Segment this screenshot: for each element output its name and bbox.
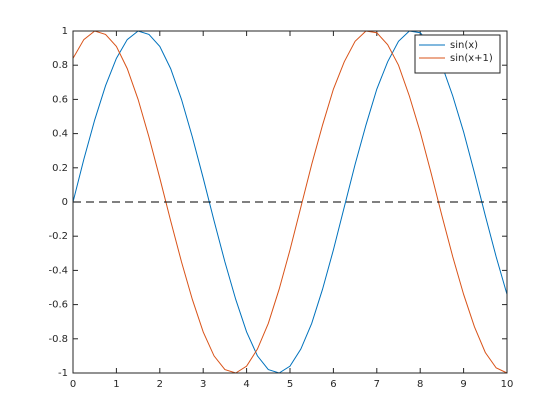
x-tick-label: 10 [501, 379, 514, 390]
y-tick-label: -1 [58, 368, 68, 379]
x-tick-label: 4 [243, 379, 249, 390]
x-tick-label: 7 [374, 379, 380, 390]
y-tick-label: 0.2 [52, 163, 68, 174]
x-tick-label: 0 [70, 379, 76, 390]
legend-label: sin(x) [450, 40, 478, 51]
y-tick-label: -0.8 [48, 334, 68, 345]
series-line [72, 30, 508, 374]
x-tick-label: 6 [330, 379, 336, 390]
legend-box [414, 34, 501, 74]
y-tick-label: 1 [62, 26, 68, 37]
x-tick-label: 3 [200, 379, 206, 390]
y-tick-label: -0.4 [48, 265, 68, 276]
axes-box [72, 30, 508, 374]
y-tick-label: -0.2 [48, 231, 68, 242]
y-tick-label: 0.8 [52, 60, 68, 71]
y-tick-label: 0.6 [52, 94, 68, 105]
y-tick-label: 0.4 [52, 129, 68, 140]
legend-label: sin(x+1) [450, 53, 493, 64]
x-tick-label: 5 [287, 379, 293, 390]
x-tick-label: 9 [460, 379, 466, 390]
y-tick-label: -0.6 [48, 300, 68, 311]
x-tick-label: 2 [157, 379, 163, 390]
x-tick-label: 8 [417, 379, 423, 390]
y-tick-label: 0 [62, 197, 68, 208]
x-tick-label: 1 [113, 379, 119, 390]
